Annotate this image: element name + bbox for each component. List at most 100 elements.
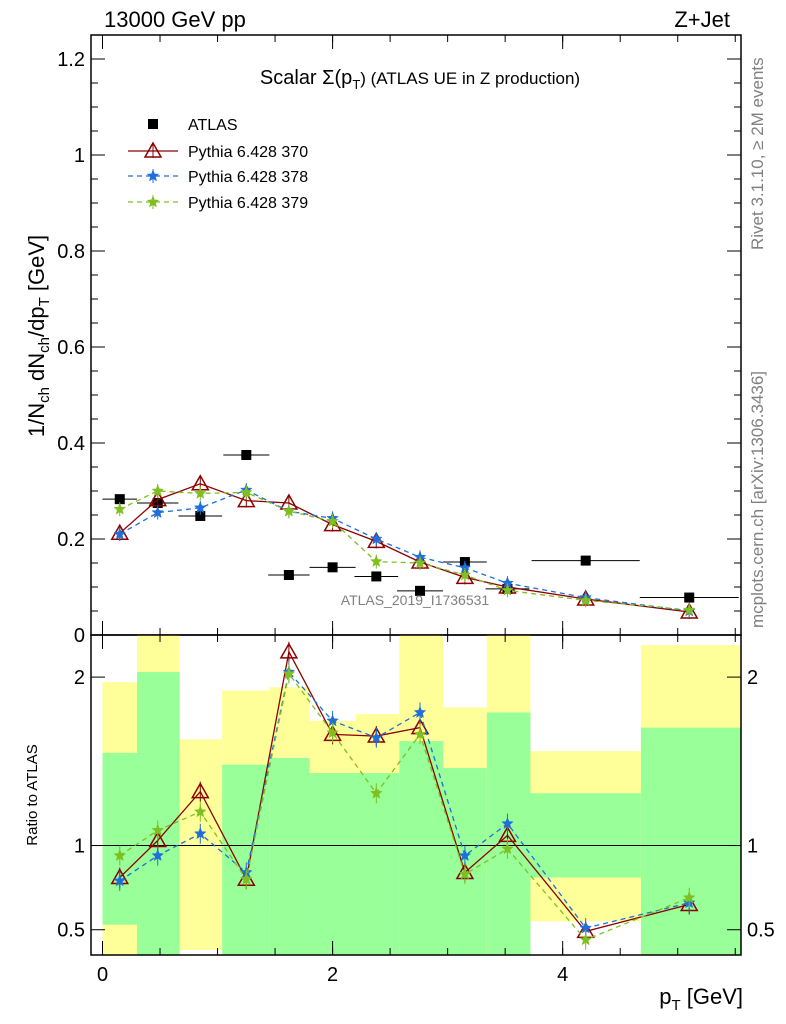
legend-label: Pythia 6.428 378 [188, 169, 308, 186]
green-band [309, 773, 356, 955]
y-axis-label: 1/Nch dNch/dpT [GeV] [24, 235, 53, 437]
data-point [195, 510, 206, 521]
ratio-y-tick-label-right: 1 [747, 836, 758, 858]
legend-marker [143, 141, 163, 158]
x-axis-label: pT [GeV] [659, 984, 743, 1014]
green-band [269, 757, 310, 955]
ratio-point [413, 727, 427, 740]
main-panel-marks [102, 450, 739, 619]
series-line-1 [119, 483, 690, 613]
ratio-point [369, 786, 383, 799]
ratio-point [501, 842, 514, 855]
ratio-point [501, 816, 514, 830]
data-point [682, 603, 696, 616]
ratio-y-tick-label-right: 0.5 [747, 920, 775, 942]
data-point [413, 556, 427, 569]
ratio-series-2 [113, 663, 696, 950]
data-point [501, 583, 514, 596]
data-point [113, 527, 127, 540]
ratio-line-0 [119, 649, 690, 933]
green-band [137, 672, 180, 955]
x-tick-label: 2 [327, 964, 338, 986]
ratio-point [151, 848, 165, 862]
data-point [369, 532, 383, 545]
data-point [580, 555, 591, 566]
data-point [113, 502, 127, 515]
ratio-y-tick-label: 1 [74, 836, 85, 858]
legend-entry-1: Pythia 6.428 370 [128, 141, 308, 161]
legend-marker [146, 169, 160, 182]
analysis-watermark: ATLAS_2019_I1736531 [341, 592, 490, 608]
ratio-y-axis-label: Ratio to ATLAS [24, 744, 41, 845]
data-point [323, 515, 342, 532]
rivet-version-label: Rivet 3.1.10, ≥ 2M events [748, 57, 767, 250]
data-point [283, 570, 294, 580]
green-band [486, 712, 531, 955]
legend-entry-2: Pythia 6.428 378 [128, 169, 308, 186]
ratio-point [282, 667, 296, 680]
green-band [640, 727, 741, 955]
x-tick-label: 0 [97, 964, 108, 986]
ratio-panel-frame [90, 634, 742, 956]
legend: ATLAS Pythia 6.428 370 Pythia 6.428 378 Pyt… [128, 117, 308, 212]
header-left: 13000 GeV pp [104, 7, 246, 32]
ratio-panel-marks [110, 641, 699, 950]
panel-title-main: Scalar Σ(p [260, 67, 352, 89]
green-band [530, 793, 641, 878]
legend-entry-3: Pythia 6.428 379 [128, 195, 308, 212]
data-point [458, 568, 472, 581]
data-point [684, 592, 695, 603]
yellow-band [179, 739, 223, 950]
header-right: Z+Jet [674, 7, 730, 32]
y-tick-label: 1.2 [57, 49, 85, 71]
y-tick-label: 0.8 [57, 241, 85, 263]
ratio-point [458, 848, 472, 862]
legend-label: Pythia 6.428 370 [188, 144, 308, 161]
y-tick-label: 0.4 [57, 433, 85, 455]
legend-label: ATLAS [188, 117, 238, 134]
data-point [114, 494, 125, 505]
series-0 [102, 450, 739, 603]
ratio-point [113, 874, 127, 887]
green-band [102, 752, 138, 925]
ratio-point [326, 725, 339, 739]
data-point [369, 554, 383, 567]
ratio-point [151, 823, 165, 836]
ratio-panel: 0.5 0.5 1 1 2 2 0 2 4 Ratio to ATLAS pT [GeV] [24, 634, 775, 1014]
ratio-point [193, 805, 207, 818]
ratio-point [239, 872, 253, 885]
ratio-line-2 [119, 672, 690, 941]
green-band [355, 773, 400, 955]
panel-title: Scalar Σ(pT) (ATLAS UE in Z production) [260, 67, 580, 92]
data-point [241, 450, 252, 460]
ratio-y-tick-label-right: 2 [747, 667, 758, 689]
y-tick-label: 0.2 [57, 529, 85, 551]
y-tick-label: 0 [74, 625, 85, 647]
legend-label: Pythia 6.428 379 [188, 195, 308, 212]
data-point [579, 593, 593, 606]
data-point [282, 504, 296, 517]
ratio-point [190, 782, 210, 799]
ratio-point [458, 867, 472, 880]
ratio-y-tick-label: 2 [74, 667, 85, 689]
data-point [237, 491, 256, 508]
ratio-point [193, 827, 207, 840]
data-point [371, 571, 382, 582]
y-tick-label: 0.6 [57, 337, 85, 359]
ratio-point [579, 933, 593, 946]
ratio-y-tick-label: 0.5 [57, 920, 85, 942]
ratio-point [113, 848, 127, 862]
ratio-panel-axes: 0.5 0.5 1 1 2 2 0 2 4 [57, 634, 775, 986]
data-point [455, 567, 475, 585]
data-point [415, 585, 426, 596]
data-point [193, 486, 207, 499]
data-point [326, 514, 339, 527]
panel-title-sub: T [352, 77, 360, 92]
data-point [327, 562, 338, 573]
uncertainty-bands [91, 635, 741, 955]
y-tick-label: 1 [74, 145, 85, 167]
legend-entry-0: ATLAS [148, 117, 238, 134]
data-point [151, 484, 165, 497]
ratio-point [413, 705, 427, 718]
